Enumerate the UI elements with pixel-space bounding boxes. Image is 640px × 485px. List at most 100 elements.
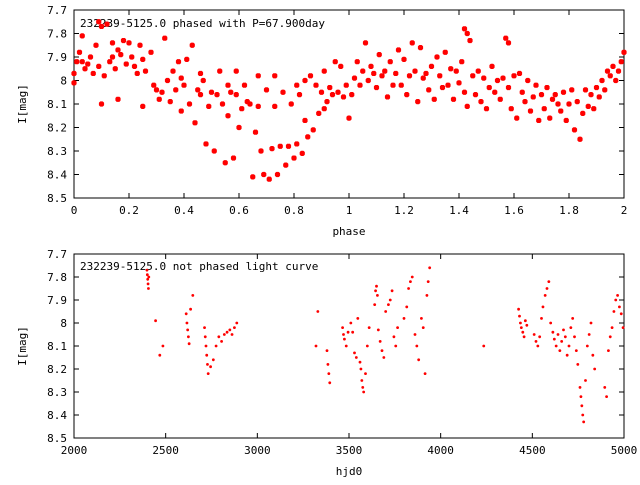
data-point — [219, 101, 226, 107]
data-point — [332, 59, 338, 65]
data-point — [186, 101, 193, 107]
data-point — [71, 70, 77, 77]
data-point — [96, 63, 102, 70]
data-point — [327, 84, 333, 91]
data-point — [615, 68, 622, 74]
data-point — [621, 326, 625, 329]
data-point — [613, 77, 619, 84]
data-point — [204, 344, 208, 348]
data-point — [185, 321, 189, 325]
y-tick-label: 8.3 — [47, 145, 67, 158]
data-point — [599, 77, 605, 84]
data-point — [579, 395, 583, 398]
data-point — [475, 68, 481, 74]
data-point — [307, 73, 314, 79]
data-point — [291, 155, 297, 161]
data-point — [538, 91, 545, 98]
data-point — [161, 344, 165, 348]
data-point — [321, 68, 327, 74]
unphased-panel: 232239-5125.0 not phased light curve hjd… — [16, 248, 637, 478]
data-point — [415, 344, 419, 348]
data-point — [581, 413, 585, 417]
data-point — [211, 358, 215, 362]
data-point — [425, 294, 429, 297]
data-point — [328, 381, 332, 385]
data-point — [445, 82, 451, 88]
data-point — [585, 344, 589, 348]
data-point — [71, 80, 77, 86]
data-point — [335, 89, 341, 95]
y-tick-label: 8.1 — [47, 98, 67, 111]
data-point — [203, 335, 207, 339]
data-point — [421, 326, 425, 329]
data-point — [145, 268, 149, 272]
data-point — [367, 326, 371, 329]
data-point — [560, 89, 567, 95]
y-tick-label: 8.3 — [47, 386, 67, 399]
data-point — [603, 386, 607, 389]
data-point — [591, 353, 595, 357]
data-point — [294, 141, 300, 147]
data-point — [569, 87, 575, 93]
y-tick-label: 7.8 — [47, 271, 67, 284]
data-point — [582, 420, 586, 424]
phased-panel: 232239-5125.0 phased with P=67.900day ph… — [16, 4, 627, 238]
data-point — [98, 101, 105, 107]
data-point — [325, 349, 329, 352]
y-tick-label: 8.1 — [47, 340, 67, 353]
data-point — [269, 145, 275, 152]
data-point — [148, 49, 154, 55]
data-point — [580, 110, 586, 117]
data-point — [186, 328, 190, 332]
data-point — [255, 73, 261, 79]
data-point — [101, 73, 107, 79]
data-point — [206, 363, 209, 366]
data-point — [516, 70, 523, 77]
y-tick-label: 8 — [60, 317, 67, 330]
y-tick-label: 7.9 — [47, 51, 67, 64]
data-point — [343, 82, 349, 88]
data-point — [359, 367, 363, 371]
data-point — [126, 40, 132, 46]
x-tick-label: 1.4 — [449, 204, 469, 217]
data-point — [302, 77, 308, 84]
data-point — [151, 82, 157, 88]
data-point — [353, 351, 356, 355]
data-point — [90, 70, 96, 77]
data-point — [552, 91, 558, 98]
data-point — [519, 89, 525, 95]
data-point — [593, 367, 597, 371]
data-point — [326, 363, 330, 366]
x-tick-label: 0.8 — [284, 204, 304, 217]
data-point — [420, 317, 423, 320]
data-point — [618, 305, 621, 309]
x-tick-label: 0.4 — [174, 204, 194, 217]
data-point — [228, 89, 234, 95]
data-point — [316, 110, 322, 117]
data-point — [255, 103, 261, 110]
data-point — [505, 40, 512, 46]
data-point — [423, 372, 427, 375]
data-point — [250, 174, 256, 180]
data-point — [558, 108, 564, 114]
data-point — [104, 21, 110, 27]
data-point — [605, 395, 608, 398]
data-point — [153, 87, 160, 93]
data-point — [405, 305, 409, 309]
data-point — [582, 87, 589, 93]
data-point — [159, 89, 165, 95]
data-point — [225, 330, 229, 334]
data-point — [409, 280, 412, 283]
data-point — [324, 98, 330, 105]
data-point — [230, 155, 237, 161]
data-point — [420, 75, 426, 81]
data-point — [236, 124, 242, 131]
data-point — [296, 91, 303, 98]
data-point — [483, 106, 490, 112]
data-point — [374, 289, 377, 293]
data-point — [494, 77, 501, 84]
data-point — [464, 103, 470, 110]
data-point — [373, 303, 377, 306]
data-point — [544, 84, 550, 91]
